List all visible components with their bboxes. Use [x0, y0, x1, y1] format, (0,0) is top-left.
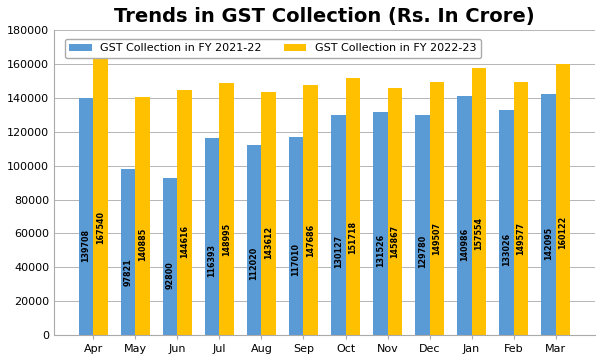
- Text: 151718: 151718: [349, 221, 358, 254]
- Bar: [471, 68, 486, 335]
- Bar: [430, 82, 444, 335]
- Text: 117010: 117010: [291, 243, 300, 276]
- Text: 129780: 129780: [418, 235, 427, 268]
- Text: 147686: 147686: [306, 223, 315, 257]
- Text: 157554: 157554: [474, 217, 483, 250]
- Text: 149507: 149507: [432, 222, 441, 255]
- Text: 97821: 97821: [123, 258, 132, 286]
- Bar: [303, 85, 318, 335]
- Text: 145867: 145867: [391, 225, 399, 258]
- Text: 142095: 142095: [544, 227, 553, 260]
- Bar: [247, 145, 261, 335]
- Text: 148995: 148995: [222, 223, 231, 256]
- Bar: [541, 95, 556, 335]
- Text: 131526: 131526: [376, 234, 385, 267]
- Text: 112020: 112020: [250, 246, 259, 279]
- Bar: [514, 82, 529, 335]
- Bar: [499, 110, 514, 335]
- Legend: GST Collection in FY 2021-22, GST Collection in FY 2022-23: GST Collection in FY 2021-22, GST Collec…: [65, 39, 481, 58]
- Text: 92800: 92800: [166, 261, 175, 289]
- Bar: [135, 96, 150, 335]
- Bar: [331, 115, 346, 335]
- Text: 149577: 149577: [517, 222, 526, 255]
- Text: 167540: 167540: [96, 211, 105, 244]
- Bar: [373, 112, 388, 335]
- Bar: [120, 169, 135, 335]
- Bar: [388, 88, 402, 335]
- Text: 160122: 160122: [559, 216, 568, 249]
- Text: 140986: 140986: [460, 228, 469, 261]
- Text: 130127: 130127: [334, 235, 343, 268]
- Bar: [219, 83, 234, 335]
- Bar: [78, 99, 93, 335]
- Bar: [163, 178, 178, 335]
- Text: 140885: 140885: [138, 228, 147, 261]
- Title: Trends in GST Collection (Rs. In Crore): Trends in GST Collection (Rs. In Crore): [114, 7, 535, 26]
- Bar: [415, 115, 430, 335]
- Bar: [556, 64, 571, 335]
- Text: 143612: 143612: [264, 226, 273, 259]
- Bar: [178, 90, 192, 335]
- Text: 139708: 139708: [81, 229, 90, 262]
- Bar: [205, 138, 219, 335]
- Bar: [93, 51, 108, 335]
- Bar: [261, 92, 276, 335]
- Bar: [289, 137, 303, 335]
- Bar: [457, 96, 471, 335]
- Text: 116393: 116393: [208, 244, 217, 277]
- Bar: [346, 78, 360, 335]
- Text: 133026: 133026: [502, 233, 511, 266]
- Text: 144616: 144616: [180, 226, 189, 258]
